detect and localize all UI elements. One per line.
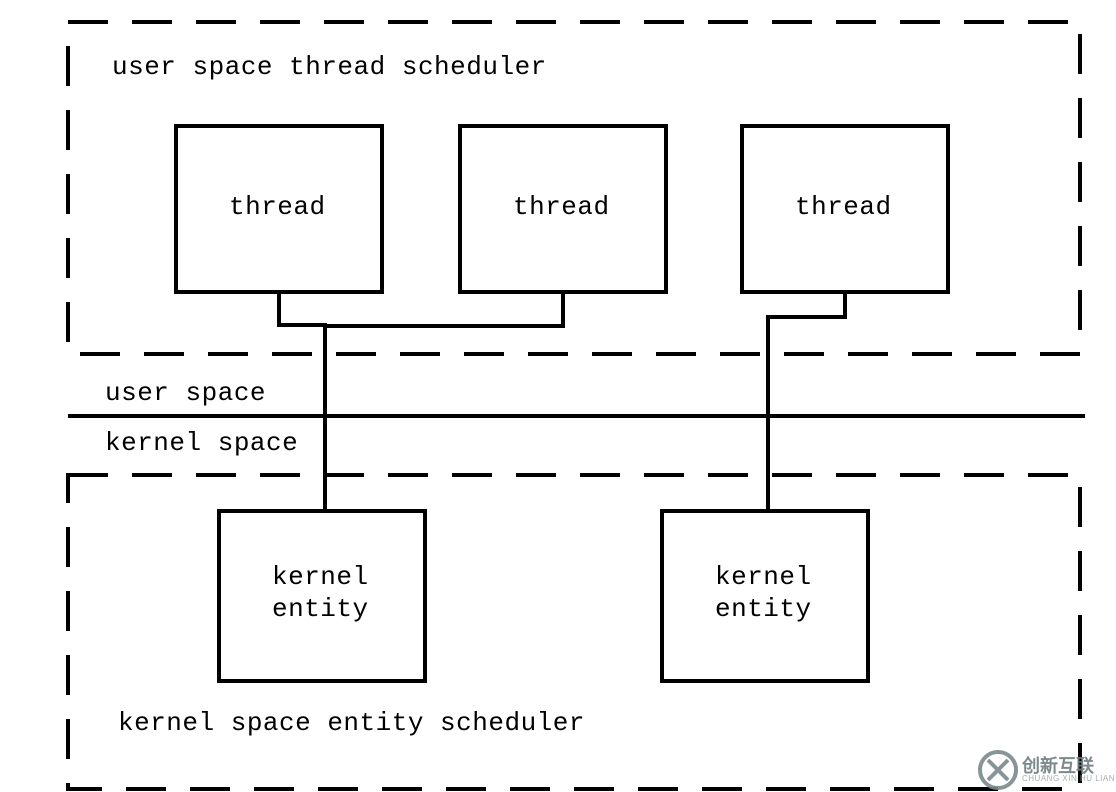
edge-t1-k1 <box>279 292 325 511</box>
kernel-space-label: kernel space <box>105 428 298 458</box>
thread-label-1: thread <box>229 192 326 222</box>
kernel-entity-1-l2: entity <box>272 594 369 624</box>
thread-label-3: thread <box>795 192 892 222</box>
edge-t3-k2 <box>768 292 845 511</box>
watermark-py: CHUANG XIN HU LIAN <box>1022 774 1115 783</box>
edge-t2-k1 <box>325 292 563 326</box>
thread-label-2: thread <box>513 192 610 222</box>
kernel-scheduler-label: kernel space entity scheduler <box>118 708 585 738</box>
kernel-entity-1-l1: kernel <box>272 562 369 592</box>
watermark: 创新互联 CHUANG XIN HU LIAN <box>976 748 1116 792</box>
user-scheduler-label: user space thread scheduler <box>112 52 547 82</box>
kernel-entity-2-l2: entity <box>715 594 812 624</box>
user-space-label: user space <box>105 378 266 408</box>
kernel-entity-2-l1: kernel <box>715 562 812 592</box>
diagram-canvas: user space thread scheduler thread threa… <box>0 0 1116 792</box>
